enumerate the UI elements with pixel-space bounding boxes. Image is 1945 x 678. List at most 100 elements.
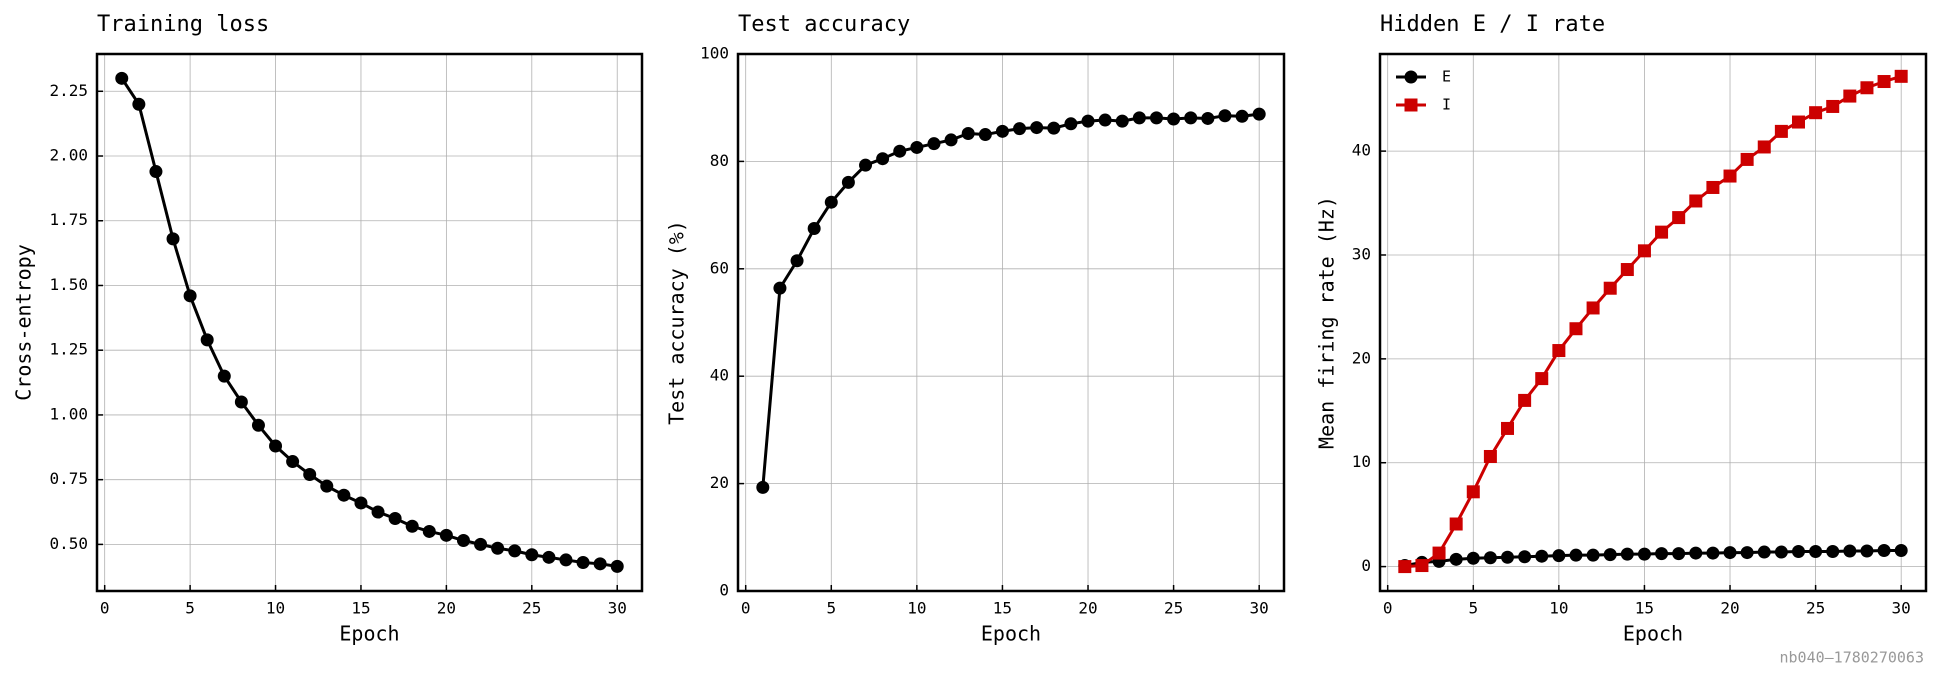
data-point (1655, 547, 1669, 561)
x-tick-label: 25 (1164, 599, 1183, 618)
data-point (559, 553, 573, 567)
legend-label: I (1442, 96, 1451, 114)
data-point (910, 140, 924, 154)
y-tick-label: 40 (1352, 141, 1371, 160)
data-point (1826, 545, 1840, 559)
data-point (576, 556, 590, 570)
data-point (217, 369, 231, 383)
data-point (405, 519, 419, 533)
data-point (1518, 550, 1532, 564)
data-point (1483, 449, 1497, 463)
data-point (1757, 545, 1771, 559)
data-point (1064, 117, 1078, 131)
chart-title: Hidden E / I rate (1380, 12, 1605, 37)
footer: nb040–1780270063 (1780, 649, 1925, 667)
x-axis-label: Epoch (981, 622, 1041, 646)
x-tick-label: 10 (266, 599, 285, 618)
data-point (1081, 114, 1095, 128)
data-point (1501, 421, 1515, 435)
y-tick-label: 2.00 (49, 146, 88, 165)
data-point (183, 289, 197, 303)
x-tick-label: 5 (185, 599, 195, 618)
legend-marker (1404, 98, 1418, 112)
data-point (1132, 111, 1146, 125)
x-axis-label: Epoch (1623, 622, 1683, 646)
x-tick-label: 5 (826, 599, 836, 618)
x-tick-label: 25 (522, 599, 541, 618)
data-point (320, 479, 334, 493)
data-point (337, 488, 351, 502)
y-tick-label: 1.75 (49, 210, 88, 229)
data-point (1603, 548, 1617, 562)
x-tick-label: 0 (1383, 599, 1393, 618)
x-tick-label: 30 (1892, 599, 1911, 618)
chart-title: Training loss (97, 12, 269, 37)
x-tick-label: 0 (100, 599, 110, 618)
x-tick-label: 20 (1720, 599, 1739, 618)
data-point (1774, 545, 1788, 559)
data-point (1740, 546, 1754, 560)
data-point (1013, 122, 1027, 136)
data-point (1894, 69, 1908, 83)
data-point (234, 395, 248, 409)
data-point (790, 254, 804, 268)
data-point (1809, 106, 1823, 120)
x-tick-label: 15 (1635, 599, 1654, 618)
x-tick-label: 30 (1250, 599, 1269, 618)
data-point (1637, 244, 1651, 258)
x-tick-label: 10 (1549, 599, 1568, 618)
data-point (149, 165, 163, 179)
data-point (1518, 393, 1532, 407)
data-point (1449, 517, 1463, 531)
plot-frame (1378, 52, 1928, 593)
data-point (1535, 372, 1549, 386)
data-point (824, 195, 838, 209)
y-tick-label: 20 (710, 473, 729, 492)
y-tick-label: 80 (710, 151, 729, 170)
data-point (132, 97, 146, 111)
data-point (1115, 114, 1129, 128)
data-point (525, 548, 539, 562)
data-point (1774, 124, 1788, 138)
data-point (371, 505, 385, 519)
data-point (269, 439, 283, 453)
x-axis-label: Epoch (339, 622, 399, 646)
y-tick-label: 1.25 (49, 340, 88, 359)
data-point (893, 144, 907, 158)
data-point (1184, 111, 1198, 125)
data-point (286, 455, 300, 469)
data-point (474, 537, 488, 551)
y-tick-label: 30 (1352, 244, 1371, 263)
data-point (978, 128, 992, 142)
y-tick-label: 0 (1361, 556, 1371, 575)
x-tick-label: 0 (741, 599, 751, 618)
y-axis-label: Mean firing rate (Hz) (1315, 196, 1339, 449)
data-point (1843, 89, 1857, 103)
data-point (1098, 113, 1112, 127)
data-point (1586, 548, 1600, 562)
data-point (1791, 545, 1805, 559)
legend-label: E (1442, 68, 1451, 86)
data-point (1466, 485, 1480, 499)
legend-marker (1404, 70, 1418, 84)
data-point (1843, 544, 1857, 558)
y-tick-label: 100 (700, 44, 729, 63)
data-point (1252, 107, 1266, 121)
data-point (1672, 211, 1686, 225)
data-point (115, 71, 129, 85)
x-tick-label: 25 (1806, 599, 1825, 618)
data-point (1586, 301, 1600, 315)
data-point (1569, 322, 1583, 336)
data-point (200, 333, 214, 347)
data-point (1706, 180, 1720, 194)
data-point (1047, 121, 1061, 135)
data-point (1809, 545, 1823, 559)
data-point (961, 126, 975, 140)
data-point (1860, 544, 1874, 558)
y-tick-label: 60 (710, 258, 729, 277)
data-point (1149, 111, 1163, 125)
data-point (1860, 81, 1874, 95)
data-point (1415, 559, 1429, 573)
